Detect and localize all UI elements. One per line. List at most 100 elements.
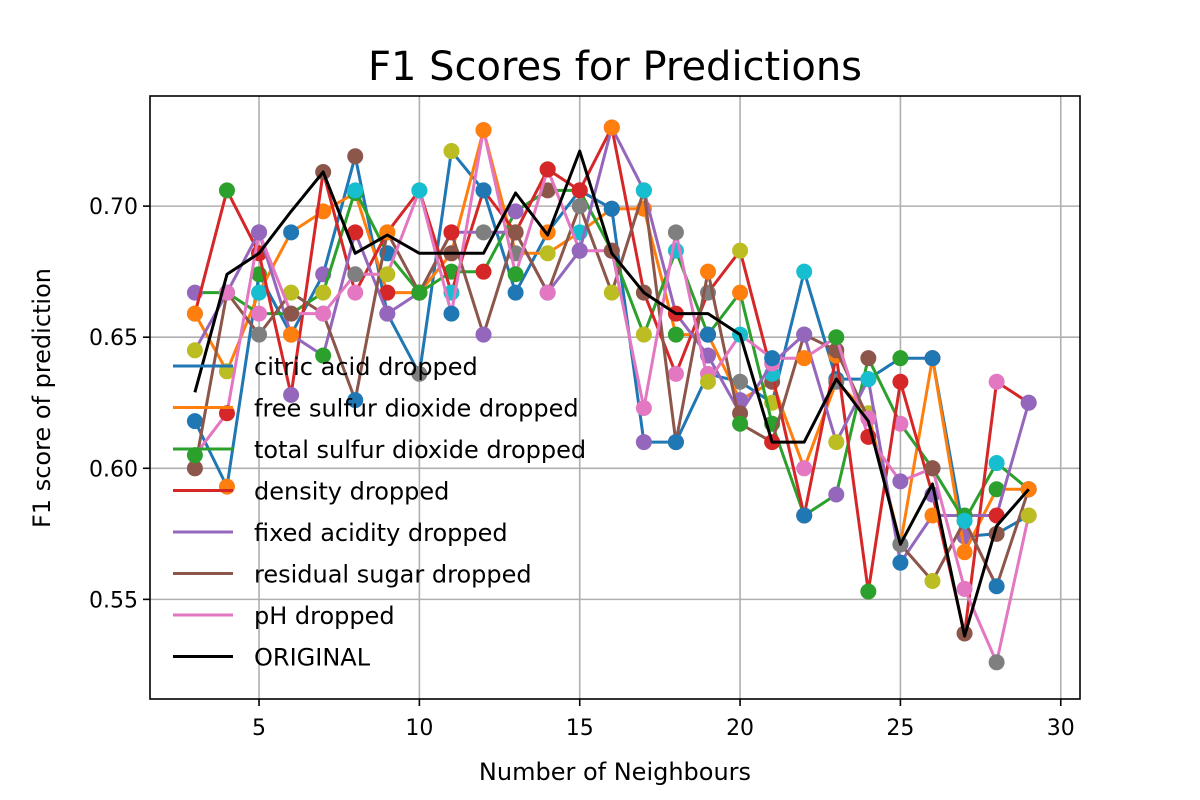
- data-point: [924, 507, 941, 524]
- data-point: [732, 284, 749, 301]
- data-point: [411, 365, 428, 382]
- data-point: [251, 224, 268, 241]
- y-tick-label: 0.55: [89, 588, 138, 613]
- original-line: [193, 149, 1030, 638]
- data-point: [443, 305, 460, 322]
- data-point: [443, 224, 460, 241]
- legend-label: fixed acidity dropped: [254, 519, 508, 547]
- data-point: [667, 434, 684, 451]
- y-tick-label: 0.60: [89, 457, 138, 482]
- data-point: [956, 580, 973, 597]
- data-point: [635, 434, 652, 451]
- legend-label: density dropped: [254, 478, 449, 506]
- data-point: [828, 329, 845, 346]
- data-point: [796, 507, 813, 524]
- data-point: [988, 455, 1005, 472]
- chart-title: F1 Scores for Predictions: [368, 44, 862, 90]
- data-point: [411, 182, 428, 199]
- data-point: [475, 122, 492, 139]
- data-point: [1020, 394, 1037, 411]
- data-point: [571, 242, 588, 259]
- y-tick-label: 0.65: [89, 326, 138, 351]
- data-point: [507, 224, 524, 241]
- x-tick-label: 20: [726, 716, 754, 741]
- x-tick-label: 30: [1047, 716, 1075, 741]
- x-tick-label: 15: [566, 716, 594, 741]
- x-axis-ticks: 5 10 15 20 25 30: [252, 699, 1075, 741]
- data-point: [988, 654, 1005, 671]
- data-point: [1020, 507, 1037, 524]
- data-point: [539, 245, 556, 262]
- data-point: [956, 544, 973, 561]
- data-point: [635, 399, 652, 416]
- plot-frame: [149, 95, 1081, 700]
- data-point: [924, 460, 941, 477]
- x-tick-label: 5: [252, 716, 266, 741]
- data-point: [732, 373, 749, 390]
- data-point: [186, 447, 203, 464]
- data-point: [283, 386, 300, 403]
- data-point: [315, 284, 332, 301]
- data-point: [283, 224, 300, 241]
- legend-label: total sulfur dioxide dropped: [254, 436, 586, 464]
- data-point: [347, 392, 364, 409]
- data-point: [892, 350, 909, 367]
- data-point: [892, 415, 909, 432]
- data-point: [347, 284, 364, 301]
- data-point: [700, 326, 716, 343]
- data-point: [956, 512, 973, 529]
- data-point: [796, 350, 813, 367]
- data-point: [667, 224, 684, 241]
- data-point: [828, 434, 845, 451]
- data-point: [988, 578, 1005, 595]
- data-point: [603, 284, 620, 301]
- data-point: [507, 266, 524, 283]
- data-point: [732, 415, 749, 432]
- data-point: [186, 413, 203, 430]
- data-point: [603, 119, 620, 136]
- data-point: [828, 486, 845, 503]
- data-point: [571, 198, 588, 215]
- data-point: [186, 342, 203, 359]
- data-point: [283, 326, 300, 343]
- data-point: [860, 350, 877, 367]
- data-point: [251, 326, 268, 343]
- data-point: [475, 182, 492, 199]
- data-point: [251, 305, 268, 322]
- data-point: [251, 284, 268, 301]
- data-point: [732, 242, 749, 259]
- x-axis-label: Number of Neighbours: [479, 758, 751, 786]
- data-point: [892, 373, 909, 390]
- data-point: [796, 326, 813, 343]
- data-point: [667, 326, 684, 343]
- data-point: [635, 182, 652, 199]
- legend-label: citric acid dropped: [254, 353, 478, 381]
- data-point: [218, 478, 235, 495]
- data-point: [475, 224, 492, 241]
- y-axis-label: F1 score of prediction: [28, 268, 56, 528]
- data-point: [315, 305, 332, 322]
- data-point: [539, 161, 556, 178]
- legend-label: pH dropped: [254, 602, 395, 630]
- data-point: [347, 266, 364, 283]
- data-point: [924, 573, 941, 590]
- x-tick-label: 10: [405, 716, 433, 741]
- legend-label: free sulfur dioxide dropped: [254, 395, 579, 423]
- data-point: [892, 554, 909, 571]
- data-point: [700, 373, 716, 390]
- y-tick-label: 0.70: [89, 195, 138, 220]
- legend: citric acid dropped free sulfur dioxide d…: [173, 353, 586, 672]
- data-point: [283, 284, 300, 301]
- data-point: [507, 203, 524, 220]
- data-point: [892, 473, 909, 490]
- data-point: [186, 305, 203, 322]
- data-point: [347, 148, 364, 165]
- data-point: [186, 460, 203, 477]
- series-7: [193, 149, 1030, 638]
- data-point: [379, 266, 396, 283]
- data-point: [443, 143, 460, 160]
- data-point: [539, 284, 556, 301]
- data-point: [218, 405, 235, 422]
- x-tick-label: 25: [886, 716, 914, 741]
- data-point: [796, 263, 813, 280]
